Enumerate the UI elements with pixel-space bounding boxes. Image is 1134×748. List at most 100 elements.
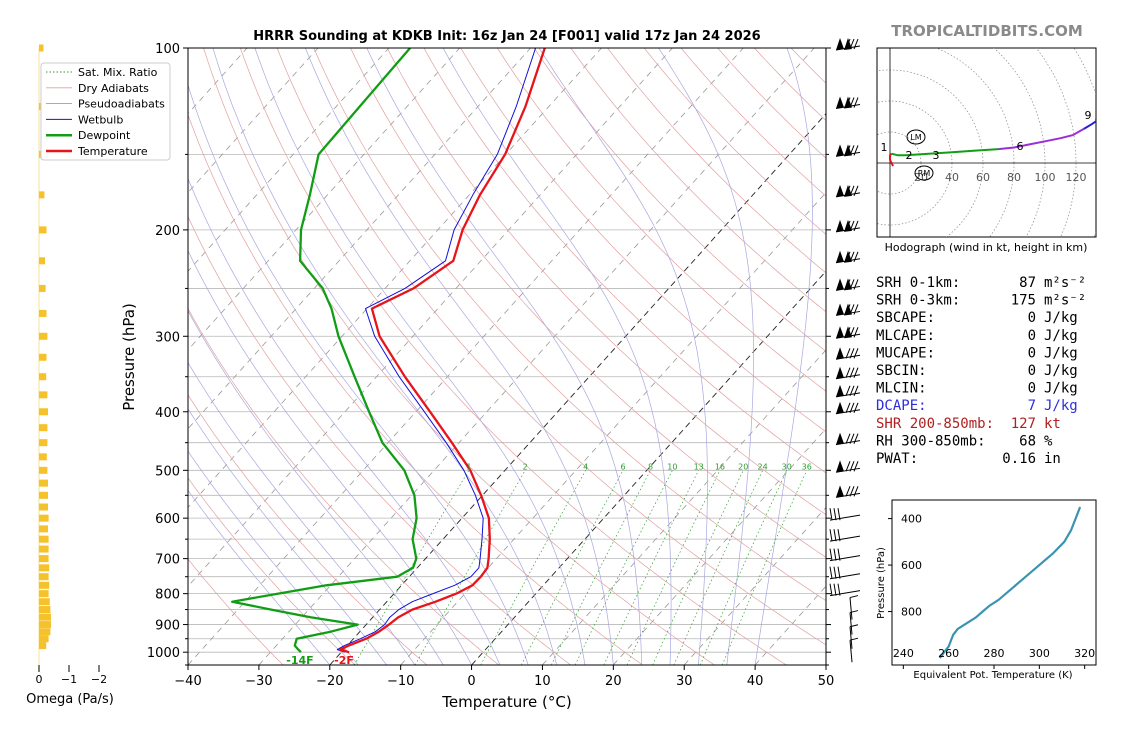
index-value: 7 xyxy=(1028,398,1036,414)
y-tick-label: 200 xyxy=(155,224,180,239)
mixing-ratio-label: 16 xyxy=(715,462,725,471)
index-label: SBCIN: xyxy=(876,363,927,379)
index-unit: J/kg xyxy=(1044,310,1078,326)
profile-temperature xyxy=(338,48,546,654)
wind-barb xyxy=(835,485,861,498)
x-tick-label: 10 xyxy=(534,674,551,689)
theta-e-panel: 240 260 280 300 320 400 600 800 Equivalent Pot.… xyxy=(876,499,1097,681)
wind-barb xyxy=(829,583,861,597)
hodo-height-label: 2 xyxy=(906,149,913,162)
omega-bar xyxy=(39,226,47,234)
index-label: MLCIN: xyxy=(876,381,927,397)
omega-bar xyxy=(39,642,47,650)
hodo-ring-label: 80 xyxy=(1007,171,1021,184)
index-label: SRH 0-1km: xyxy=(876,275,960,291)
omega-bar xyxy=(39,621,51,629)
theta-x-tick: 280 xyxy=(984,647,1005,660)
storm-motion-lm: LM xyxy=(910,133,921,142)
omega-bar xyxy=(39,613,51,621)
hodo-ring-label: 60 xyxy=(976,171,990,184)
index-label: SBCAPE: xyxy=(876,310,935,326)
wind-barb xyxy=(835,460,861,473)
wind-barb xyxy=(835,326,861,339)
theta-x-tick: 300 xyxy=(1029,647,1050,660)
omega-bar xyxy=(39,573,49,581)
wind-barb xyxy=(835,366,861,380)
index-value: 0.16 xyxy=(1002,451,1036,467)
omega-tick-2: −2 xyxy=(91,673,107,686)
omega-bar xyxy=(39,503,48,511)
omega-tick-1: −1 xyxy=(61,673,77,686)
index-value: 127 xyxy=(1011,416,1036,432)
index-unit: in xyxy=(1044,451,1061,467)
watermark: TROPICALTIDBITS.COM xyxy=(891,22,1083,40)
y-tick-label: 900 xyxy=(155,619,180,634)
theta-x-tick: 320 xyxy=(1074,647,1095,660)
x-tick-label: 50 xyxy=(818,674,835,689)
legend-label-moist: Pseudoadiabats xyxy=(78,98,165,111)
y-tick-label: 1000 xyxy=(147,646,180,661)
wind-barb xyxy=(835,96,861,110)
profile-dewpoint xyxy=(231,48,418,654)
omega-bar xyxy=(39,408,48,416)
omega-bar xyxy=(39,514,49,522)
omega-bar xyxy=(39,466,48,474)
index-row: MLCIN: 0 J/kg xyxy=(876,381,1078,397)
wind-barb xyxy=(835,384,861,398)
hodo-height-label: 3 xyxy=(933,149,940,162)
omega-bar xyxy=(39,191,45,199)
theta-e-ylabel: Pressure (hPa) xyxy=(876,547,887,619)
profile-wetbulb xyxy=(336,48,537,653)
y-tick-label: 800 xyxy=(155,588,180,603)
omega-bar xyxy=(39,44,44,52)
mixing-ratio-label: 4 xyxy=(583,462,588,471)
mixing-ratio-label: 13 xyxy=(694,462,704,471)
hodograph-caption: Hodograph (wind in kt, height in km) xyxy=(885,241,1088,254)
x-tick-label: 30 xyxy=(676,674,693,689)
index-row: PWAT: 0.16 in xyxy=(876,451,1061,467)
x-tick-label: 0 xyxy=(467,674,475,689)
index-value: 0 xyxy=(1028,328,1036,344)
legend-label-dewpoint: Dewpoint xyxy=(78,129,131,142)
y-tick-label: 400 xyxy=(155,406,180,421)
hodo-segment xyxy=(889,153,894,167)
hodo-ring-label: 120 xyxy=(1066,171,1087,184)
omega-bar xyxy=(39,606,51,614)
omega-bar xyxy=(39,453,47,461)
mixing-ratio-label: 24 xyxy=(758,462,768,471)
y-tick-label: 600 xyxy=(155,512,180,527)
omega-bar xyxy=(39,424,48,432)
index-row: DCAPE: 7 J/kg xyxy=(876,398,1078,414)
omega-bar xyxy=(39,535,49,543)
wind-barb xyxy=(835,347,861,360)
y-tick-label: 500 xyxy=(155,464,180,479)
omega-bar xyxy=(39,598,50,606)
index-unit: J/kg xyxy=(1044,398,1078,414)
wind-barb xyxy=(849,637,859,663)
index-label: PWAT: xyxy=(876,451,918,467)
wind-barb xyxy=(829,566,861,580)
index-label: MLCAPE: xyxy=(876,328,935,344)
wind-barb xyxy=(829,529,861,542)
omega-bar xyxy=(39,373,47,381)
wind-barb xyxy=(849,624,859,649)
index-row: RH 300-850mb: 68% xyxy=(876,433,1053,449)
legend-label-mixing: Sat. Mix. Ratio xyxy=(78,66,158,79)
hodo-segment xyxy=(998,128,1085,151)
surface-dewpoint-label: -14F xyxy=(286,654,313,667)
wind-barbs xyxy=(829,38,861,663)
wind-barb xyxy=(835,303,861,316)
wind-barb xyxy=(835,401,861,415)
x-tick-label: 40 xyxy=(747,674,764,689)
hodo-ring-label: 20 xyxy=(914,171,928,184)
index-row: MUCAPE: 0 J/kg xyxy=(876,345,1078,361)
hodograph-panel: 20 40 60 80 100 120 1 2 3 6 9 LM RM Hodograph (wind … xyxy=(876,47,1097,254)
x-tick-label: −10 xyxy=(387,674,414,689)
index-row: SRH 0-3km: 175 m²s⁻² xyxy=(876,293,1086,309)
legend-label-dry: Dry Adiabats xyxy=(78,82,149,95)
y-tick-label: 300 xyxy=(155,330,180,345)
